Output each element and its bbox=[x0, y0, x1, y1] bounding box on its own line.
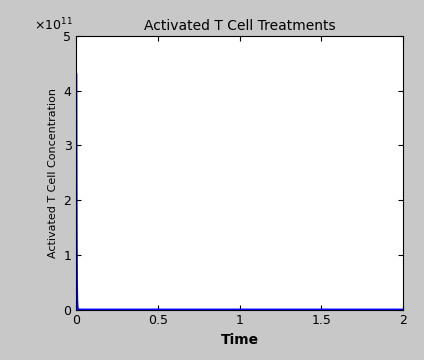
Y-axis label: Activated T Cell Concentration: Activated T Cell Concentration bbox=[48, 88, 58, 258]
Title: Activated T Cell Treatments: Activated T Cell Treatments bbox=[144, 19, 335, 33]
X-axis label: Time: Time bbox=[220, 333, 259, 347]
Text: $\times 10^{11}$: $\times 10^{11}$ bbox=[34, 17, 73, 33]
